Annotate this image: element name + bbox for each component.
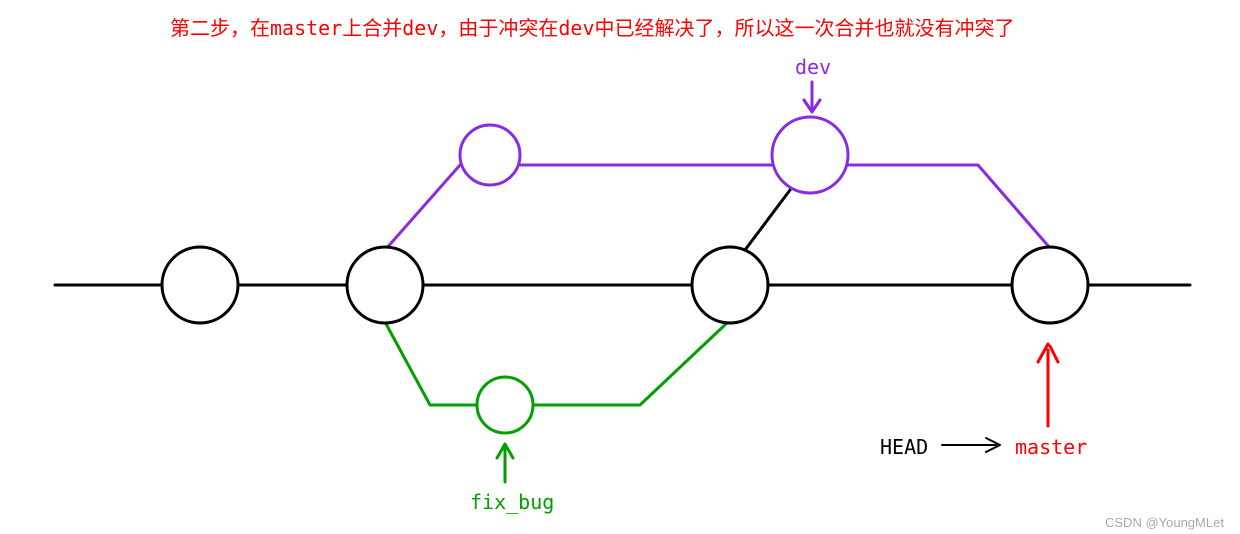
title-segment: master bbox=[270, 16, 342, 40]
title-segment: dev bbox=[402, 16, 438, 40]
title-segment: ，由于冲突在 bbox=[438, 16, 558, 40]
dev-label: dev bbox=[795, 55, 831, 79]
title-segment: dev bbox=[558, 16, 594, 40]
watermark: CSDN @YoungMLet bbox=[1105, 515, 1224, 530]
fix-bug-label: fix_bug bbox=[470, 490, 554, 514]
node-c4 bbox=[1012, 247, 1088, 323]
master-label: master bbox=[1015, 435, 1087, 459]
edge-5 bbox=[385, 322, 478, 405]
title-caption: 第二步，在master上合并dev，由于冲突在dev中已经解决了，所以这一次合并… bbox=[170, 12, 1015, 41]
node-fix1 bbox=[477, 377, 533, 433]
edge-3 bbox=[848, 165, 1050, 248]
node-c2 bbox=[347, 247, 423, 323]
edge-1 bbox=[385, 165, 460, 250]
title-segment: 上合并 bbox=[342, 16, 402, 40]
node-c3 bbox=[692, 247, 768, 323]
edge-4 bbox=[745, 190, 790, 250]
head-label: HEAD bbox=[880, 435, 928, 459]
node-c1 bbox=[162, 247, 238, 323]
edge-6 bbox=[532, 322, 728, 405]
title-segment: 第二步，在 bbox=[170, 16, 270, 40]
node-dev2 bbox=[772, 117, 848, 193]
title-segment: 中已经解决了，所以这一次合并也就没有冲突了 bbox=[595, 16, 1015, 40]
node-dev1 bbox=[460, 125, 520, 185]
